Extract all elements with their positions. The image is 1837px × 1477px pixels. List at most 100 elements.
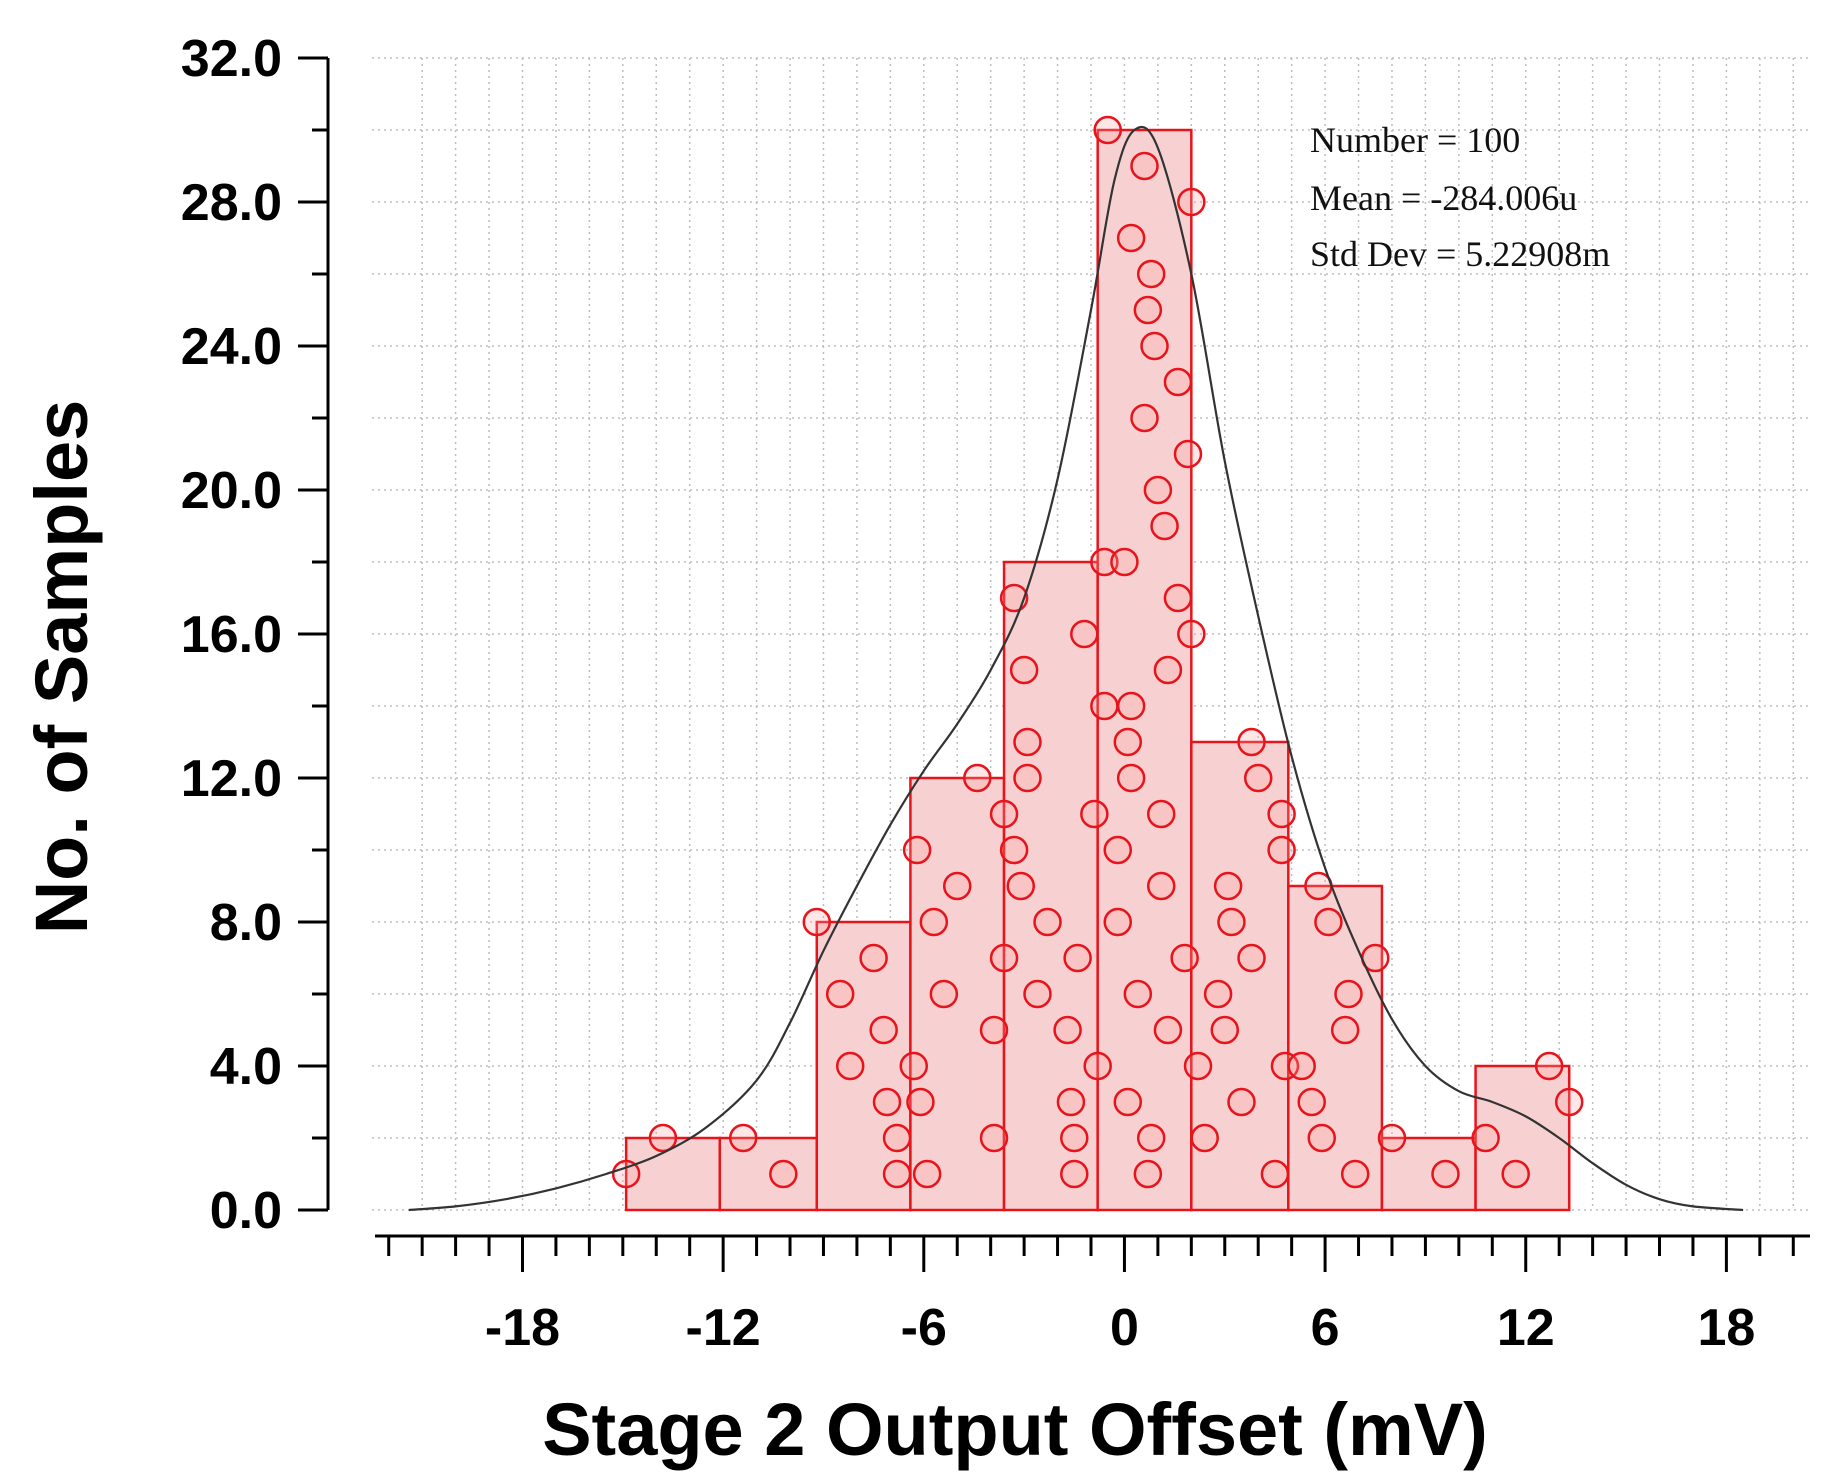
sample-marker: [1190, 1123, 1219, 1153]
sample-marker: [1163, 367, 1193, 397]
y-axis: 0.0 4.0 8.0 12.0 16.0 20.0 24.0 28.0 32.0: [181, 30, 330, 1240]
sample-marker: [1113, 1087, 1143, 1117]
sample-marker: [989, 799, 1019, 829]
x-tick-label: -18: [485, 1299, 560, 1357]
y-tick-label: 12.0: [181, 750, 282, 808]
sample-marker: [1307, 1123, 1336, 1153]
sample-marker: [1153, 1015, 1183, 1045]
sample-marker: [929, 979, 959, 1009]
sample-marker: [1227, 1087, 1256, 1117]
sample-marker: [902, 835, 932, 865]
sample-marker: [1090, 691, 1119, 721]
sample-marker: [1133, 1159, 1163, 1189]
sample-marker: [882, 1123, 912, 1153]
sample-marker: [912, 1159, 942, 1189]
sample-marker: [1170, 943, 1199, 973]
sample-marker: [1287, 1051, 1316, 1081]
sample-marker: [1163, 583, 1193, 613]
sample-marker: [1267, 835, 1296, 865]
sample-marker: [1150, 511, 1179, 541]
sample-marker: [1146, 799, 1176, 829]
sample-marker: [979, 1015, 1009, 1045]
x-tick-label: 0: [1110, 1299, 1139, 1357]
x-tick-label: -12: [686, 1299, 761, 1357]
sample-marker: [1116, 223, 1146, 253]
sample-marker: [1136, 1123, 1166, 1153]
sample-marker: [869, 1015, 898, 1045]
sample-marker: [1033, 907, 1062, 937]
sample-marker: [1177, 187, 1206, 217]
sample-marker: [1314, 907, 1343, 937]
sample-marker: [872, 1087, 902, 1117]
sample-marker: [1023, 979, 1052, 1009]
sample-marker: [979, 1123, 1009, 1153]
sample-marker: [769, 1159, 798, 1189]
sample-marker: [899, 1051, 929, 1081]
stats-mean: Mean = -284.006u: [1310, 178, 1577, 218]
sample-marker: [1213, 871, 1243, 901]
sample-marker: [882, 1159, 912, 1189]
sample-marker: [611, 1159, 641, 1189]
sample-marker: [1110, 547, 1139, 577]
sample-marker: [1330, 1015, 1360, 1045]
sample-marker: [1554, 1087, 1584, 1117]
histogram-bar: [624, 1136, 722, 1212]
sample-marker: [1130, 151, 1159, 181]
sample-marker: [1471, 1123, 1500, 1153]
sample-marker: [1116, 691, 1146, 721]
sample-marker: [1103, 907, 1133, 937]
x-tick-label: -6: [901, 1299, 947, 1357]
x-tick-label: 6: [1311, 1299, 1340, 1357]
sample-marker: [1146, 871, 1176, 901]
sample-marker: [1377, 1123, 1407, 1153]
sample-marker: [1013, 763, 1042, 793]
y-tick-label: 16.0: [181, 606, 282, 664]
sample-marker: [1083, 1051, 1112, 1081]
sample-marker: [859, 943, 888, 973]
histogram-bar: [1002, 560, 1099, 1212]
sample-marker: [1060, 1123, 1089, 1153]
sample-marker: [1053, 1015, 1082, 1045]
sample-marker: [1173, 439, 1203, 469]
sample-marker: [835, 1051, 865, 1081]
x-axis: -18 -12 -6 0 6 12 18: [375, 1234, 1810, 1357]
sample-marker: [1140, 331, 1169, 361]
sample-marker: [1177, 619, 1206, 649]
sample-marker: [1501, 1159, 1530, 1189]
x-axis-title: Stage 2 Output Offset (mV): [542, 1388, 1488, 1471]
sample-marker: [825, 979, 855, 1009]
sample-marker: [1116, 763, 1146, 793]
stats-std-dev: Std Dev = 5.22908m: [1310, 234, 1610, 274]
sample-marker: [1070, 619, 1099, 649]
sample-marker: [1260, 1159, 1290, 1189]
sample-marker: [906, 1087, 935, 1117]
y-tick-label: 0.0: [210, 1182, 282, 1240]
sample-marker: [1009, 655, 1039, 685]
sample-marker: [728, 1123, 758, 1153]
markers-layer: [611, 115, 1584, 1189]
sample-marker: [1237, 727, 1266, 757]
sample-marker: [1431, 1159, 1460, 1189]
sample-marker: [648, 1123, 678, 1153]
sample-marker: [999, 835, 1029, 865]
sample-marker: [1103, 835, 1133, 865]
sample-marker: [1063, 943, 1092, 973]
sample-marker: [1534, 1051, 1564, 1081]
sample-marker: [1013, 727, 1042, 757]
sample-marker: [963, 763, 992, 793]
y-tick-label: 24.0: [181, 318, 282, 376]
sample-marker: [1210, 1015, 1240, 1045]
y-tick-label: 32.0: [181, 30, 282, 88]
sample-marker: [1203, 979, 1233, 1009]
sample-marker: [1123, 979, 1153, 1009]
sample-marker: [802, 907, 832, 937]
sample-marker: [1153, 655, 1183, 685]
y-tick-label: 8.0: [210, 894, 282, 952]
x-tick-label: 18: [1697, 1299, 1755, 1357]
sample-marker: [1237, 943, 1266, 973]
sample-marker: [1130, 403, 1159, 433]
histogram-bar: [1190, 740, 1290, 1212]
y-tick-label: 28.0: [181, 174, 282, 232]
sample-marker: [999, 583, 1029, 613]
